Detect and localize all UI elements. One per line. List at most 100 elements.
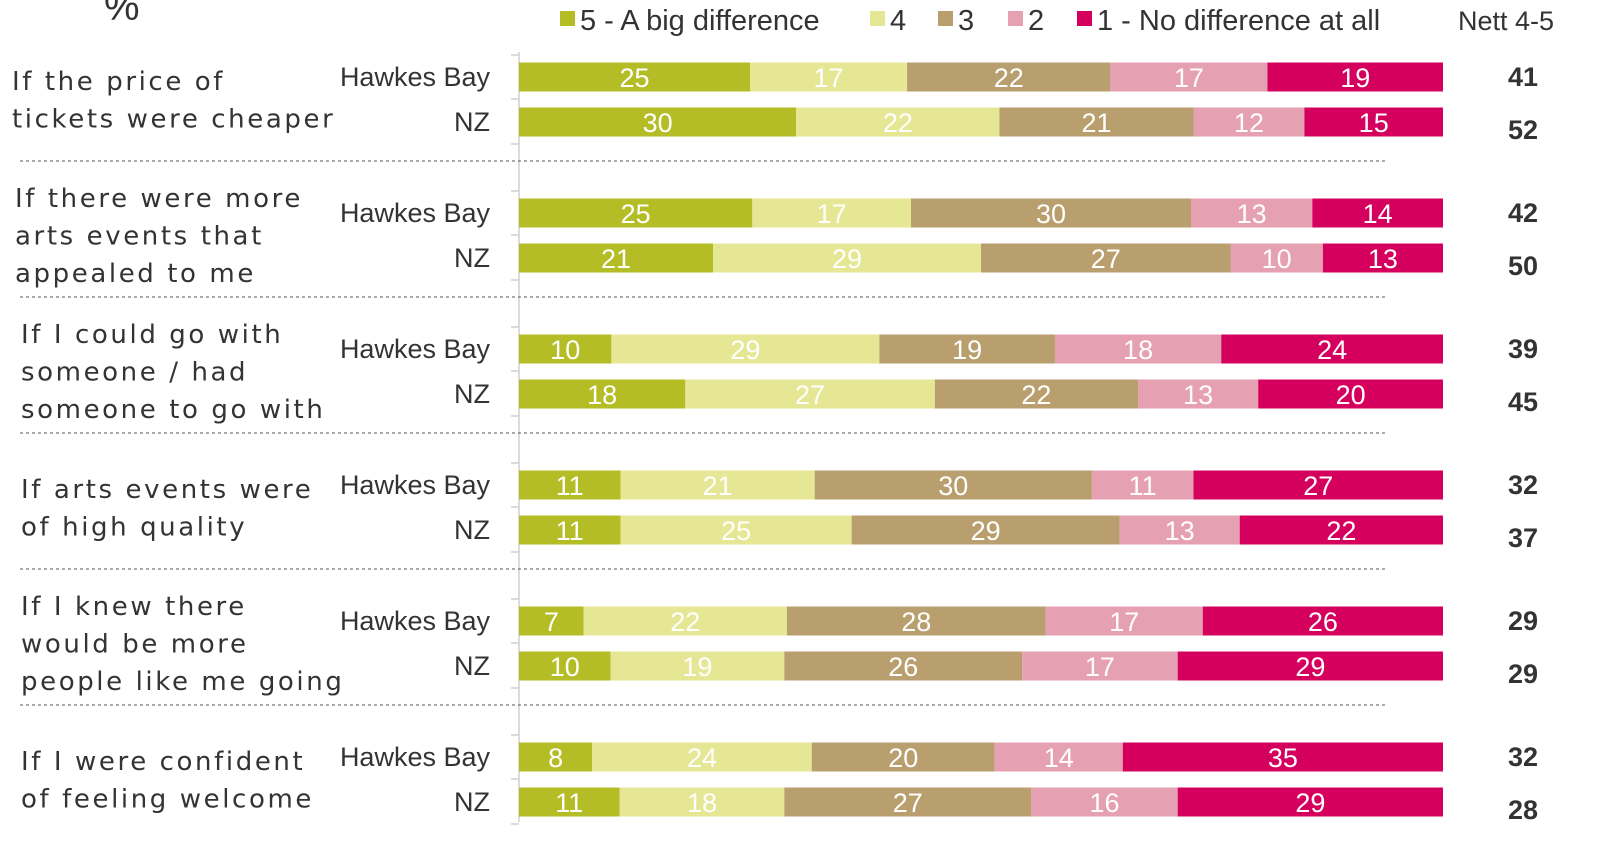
row-label-0-0: Hawkes Bay [340, 62, 491, 92]
row-label-4-1: NZ [454, 651, 490, 681]
bar-value-label-5-1-4: 29 [1295, 788, 1325, 818]
bar-segment-5-0-4 [1122, 742, 1443, 772]
row-label-5-1: NZ [454, 787, 490, 817]
bar-value-label-2-1-4: 20 [1336, 380, 1366, 410]
bar-value-label-2-1-3: 13 [1183, 380, 1213, 410]
nett-header: Nett 4-5 [1458, 6, 1554, 36]
bar-segment-5-0-1 [592, 742, 812, 772]
bar-value-label-5-1-1: 18 [687, 788, 717, 818]
bar-segment-3-0-3 [1091, 470, 1194, 500]
bar-value-label-4-0-3: 17 [1109, 607, 1139, 637]
bar-value-label-1-0-0: 25 [621, 199, 651, 229]
nett-value-1-0: 42 [1508, 198, 1538, 228]
bar-segment-5-1-4 [1177, 787, 1443, 817]
bar-value-label-1-1-4: 13 [1368, 244, 1398, 274]
bar-segment-1-0-1 [752, 198, 911, 228]
bar-segment-3-1-3 [1119, 515, 1240, 545]
row-label-1-1: NZ [454, 243, 490, 273]
bar-segment-3-1-1 [620, 515, 852, 545]
question-label-0-line-0: If the price of [12, 67, 225, 97]
legend-swatch-2 [938, 11, 953, 26]
bar-segment-2-0-3 [1054, 334, 1222, 364]
bar-value-label-0-1-3: 12 [1234, 108, 1264, 138]
bar-segment-4-1-4 [1177, 651, 1443, 681]
bar-value-label-3-0-3: 11 [1129, 471, 1157, 501]
bar-segment-3-0-2 [814, 470, 1092, 500]
bar-segment-2-1-1 [685, 379, 935, 409]
row-label-3-0: Hawkes Bay [340, 470, 491, 500]
bar-segment-1-1-2 [981, 243, 1231, 273]
bar-value-label-1-0-3: 13 [1237, 199, 1267, 229]
nett-value-4-1: 29 [1508, 659, 1538, 689]
bar-value-label-4-1-1: 19 [682, 652, 712, 682]
question-label-5-line-1: of feeling welcome [21, 784, 314, 814]
bar-segment-4-1-2 [784, 651, 1023, 681]
bar-segment-3-1-2 [851, 515, 1120, 545]
bar-segment-5-1-1 [619, 787, 785, 817]
bar-value-label-2-0-3: 18 [1123, 335, 1153, 365]
legend-label-1: 4 [890, 5, 906, 37]
row-label-3-1: NZ [454, 515, 490, 545]
bar-segment-0-1-4 [1304, 107, 1443, 137]
percent-unit-label: % [104, 0, 140, 29]
bar-value-label-5-0-3: 14 [1044, 743, 1074, 773]
bar-value-label-1-1-1: 29 [832, 244, 862, 274]
bar-segment-1-0-4 [1312, 198, 1443, 228]
row-label-2-0: Hawkes Bay [340, 334, 491, 364]
bar-value-label-4-1-2: 26 [888, 652, 918, 682]
nett-value-5-0: 32 [1508, 742, 1538, 772]
bar-segment-2-0-0 [519, 334, 612, 364]
legend-label-3: 2 [1028, 5, 1044, 37]
question-label-2-line-2: someone to go with [21, 395, 325, 425]
row-label-2-1: NZ [454, 379, 490, 409]
bar-value-label-2-0-1: 29 [730, 335, 760, 365]
question-label-1-line-1: arts events that [15, 222, 264, 252]
bar-segment-1-0-2 [911, 198, 1191, 228]
bar-value-label-2-0-4: 24 [1317, 335, 1347, 365]
bar-value-label-1-1-0: 21 [601, 244, 631, 274]
bar-value-label-4-0-0: 7 [544, 607, 559, 637]
bar-value-label-0-0-0: 25 [619, 63, 649, 93]
bar-value-label-2-1-2: 22 [1021, 380, 1051, 410]
bar-segment-2-1-4 [1258, 379, 1443, 409]
bar-segment-1-1-0 [519, 243, 714, 273]
bar-value-label-1-1-3: 10 [1262, 244, 1292, 274]
nett-value-1-1: 50 [1508, 251, 1538, 281]
bar-segment-1-0-3 [1191, 198, 1313, 228]
bar-value-label-4-1-3: 17 [1085, 652, 1115, 682]
bar-segment-5-0-3 [994, 742, 1123, 772]
bar-value-label-0-1-1: 22 [883, 108, 913, 138]
bar-value-label-1-0-4: 14 [1363, 199, 1393, 229]
bar-value-label-1-0-1: 17 [817, 199, 847, 229]
question-label-4-line-0: If I knew there [21, 592, 247, 622]
bar-value-label-0-0-2: 22 [994, 63, 1024, 93]
bar-value-label-2-0-2: 19 [952, 335, 982, 365]
bar-value-label-0-0-4: 19 [1340, 63, 1370, 93]
bar-segment-0-0-2 [907, 62, 1111, 92]
bar-segment-1-1-4 [1322, 243, 1443, 273]
bar-segment-4-1-0 [519, 651, 611, 681]
bar-segment-4-0-3 [1045, 606, 1203, 636]
legend-label-0: 5 - A big difference [580, 5, 820, 37]
bar-value-label-3-0-2: 30 [938, 471, 968, 501]
bar-value-label-5-1-0: 11 [555, 788, 583, 818]
bar-segment-3-1-4 [1239, 515, 1443, 545]
bar-value-label-4-0-2: 28 [901, 607, 931, 637]
bar-value-label-3-1-1: 25 [721, 516, 751, 546]
bar-value-label-4-1-0: 10 [550, 652, 580, 682]
bar-value-label-2-1-1: 27 [795, 380, 825, 410]
bar-value-label-3-0-0: 11 [556, 471, 584, 501]
bar-segment-4-0-1 [583, 606, 787, 636]
question-label-1-line-0: If there were more [15, 184, 303, 214]
bar-segment-0-0-3 [1110, 62, 1268, 92]
bar-segment-5-0-0 [519, 742, 593, 772]
bar-segment-3-1-0 [519, 515, 621, 545]
legend-swatch-4 [1077, 11, 1092, 26]
nett-value-5-1: 28 [1508, 795, 1538, 825]
legend-swatch-0 [560, 11, 575, 26]
bar-segment-4-1-1 [610, 651, 785, 681]
bar-segment-4-0-4 [1202, 606, 1443, 636]
bar-value-label-5-1-2: 27 [893, 788, 923, 818]
row-label-0-1: NZ [454, 107, 490, 137]
